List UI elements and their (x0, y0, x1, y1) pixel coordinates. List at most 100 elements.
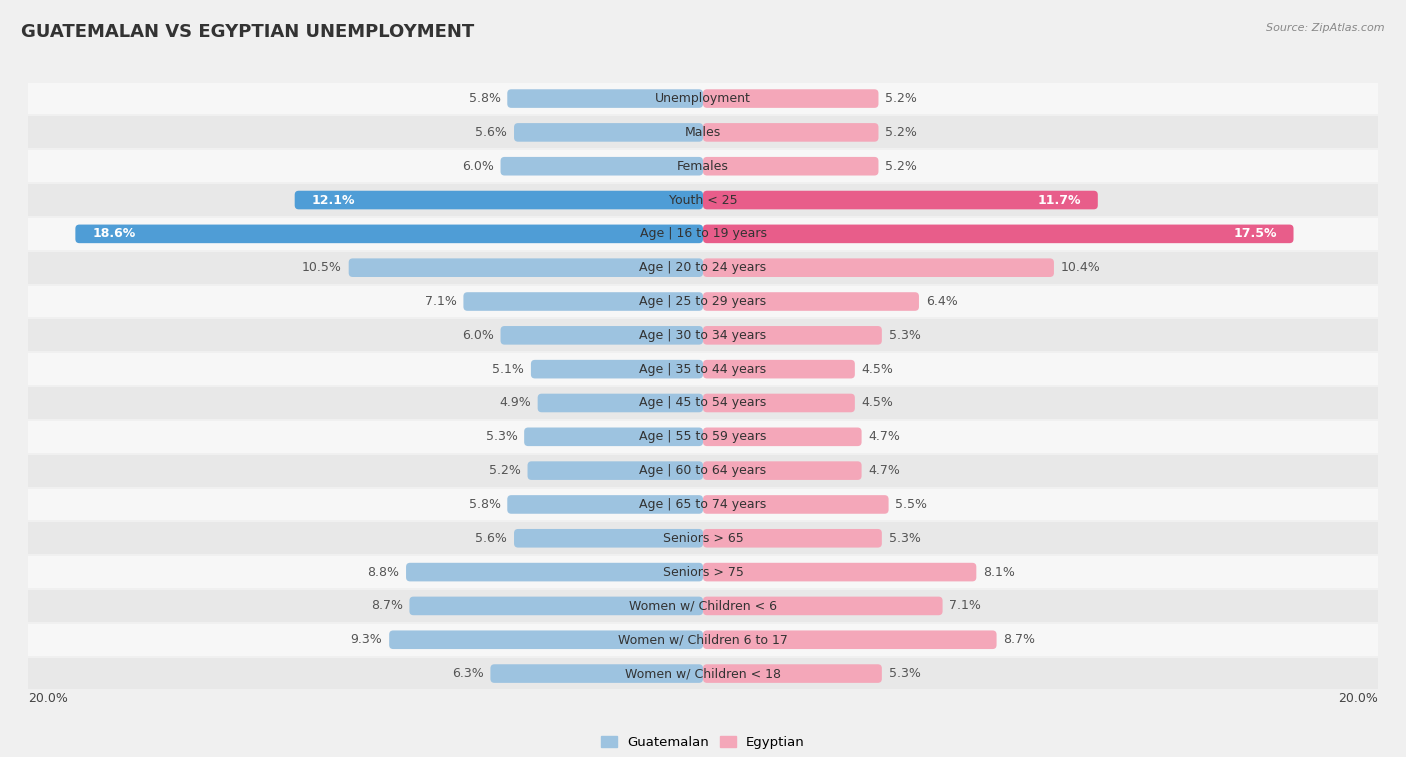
Text: 8.7%: 8.7% (1004, 634, 1035, 646)
Bar (28, 658, 1378, 690)
FancyBboxPatch shape (703, 631, 997, 649)
FancyBboxPatch shape (703, 394, 855, 413)
Text: 5.8%: 5.8% (468, 498, 501, 511)
FancyBboxPatch shape (703, 529, 882, 547)
Bar (28, 285, 1378, 317)
Text: 4.7%: 4.7% (869, 430, 900, 444)
Text: 5.2%: 5.2% (886, 92, 917, 105)
FancyBboxPatch shape (703, 562, 976, 581)
Text: Age | 30 to 34 years: Age | 30 to 34 years (640, 329, 766, 342)
Bar (28, 455, 1378, 487)
FancyBboxPatch shape (515, 529, 703, 547)
FancyBboxPatch shape (703, 89, 879, 107)
Text: 4.5%: 4.5% (862, 397, 893, 410)
Bar (28, 590, 1378, 621)
Text: 8.1%: 8.1% (983, 565, 1015, 578)
Text: Age | 20 to 24 years: Age | 20 to 24 years (640, 261, 766, 274)
Bar (28, 319, 1378, 351)
Bar (28, 488, 1378, 520)
FancyBboxPatch shape (703, 225, 1294, 243)
Text: 5.3%: 5.3% (889, 667, 921, 680)
FancyBboxPatch shape (389, 631, 703, 649)
Bar (28, 151, 1378, 182)
Text: Seniors > 75: Seniors > 75 (662, 565, 744, 578)
Text: Women w/ Children 6 to 17: Women w/ Children 6 to 17 (619, 634, 787, 646)
FancyBboxPatch shape (464, 292, 703, 311)
Text: GUATEMALAN VS EGYPTIAN UNEMPLOYMENT: GUATEMALAN VS EGYPTIAN UNEMPLOYMENT (21, 23, 474, 41)
Bar (28, 556, 1378, 588)
Bar (28, 218, 1378, 250)
Text: 10.5%: 10.5% (302, 261, 342, 274)
Text: 5.2%: 5.2% (886, 126, 917, 139)
FancyBboxPatch shape (703, 292, 920, 311)
Text: Females: Females (678, 160, 728, 173)
Bar (28, 624, 1378, 656)
FancyBboxPatch shape (508, 89, 703, 107)
Text: 6.0%: 6.0% (463, 160, 494, 173)
FancyBboxPatch shape (501, 157, 703, 176)
Text: 5.5%: 5.5% (896, 498, 928, 511)
FancyBboxPatch shape (527, 461, 703, 480)
FancyBboxPatch shape (703, 360, 855, 378)
Text: Age | 35 to 44 years: Age | 35 to 44 years (640, 363, 766, 375)
FancyBboxPatch shape (703, 597, 942, 615)
Bar (28, 83, 1378, 114)
Legend: Guatemalan, Egyptian: Guatemalan, Egyptian (596, 731, 810, 755)
Text: 5.3%: 5.3% (889, 329, 921, 342)
FancyBboxPatch shape (531, 360, 703, 378)
Bar (28, 354, 1378, 385)
Text: 5.3%: 5.3% (889, 531, 921, 545)
Text: 8.8%: 8.8% (367, 565, 399, 578)
FancyBboxPatch shape (508, 495, 703, 514)
Bar (28, 387, 1378, 419)
Text: 6.0%: 6.0% (463, 329, 494, 342)
Text: Age | 55 to 59 years: Age | 55 to 59 years (640, 430, 766, 444)
Text: 5.2%: 5.2% (886, 160, 917, 173)
FancyBboxPatch shape (349, 258, 703, 277)
FancyBboxPatch shape (409, 597, 703, 615)
FancyBboxPatch shape (703, 461, 862, 480)
Bar (28, 252, 1378, 284)
Text: 12.1%: 12.1% (312, 194, 356, 207)
Text: Age | 25 to 29 years: Age | 25 to 29 years (640, 295, 766, 308)
FancyBboxPatch shape (703, 157, 879, 176)
Bar (28, 117, 1378, 148)
Bar (28, 184, 1378, 216)
FancyBboxPatch shape (703, 665, 882, 683)
Text: Age | 60 to 64 years: Age | 60 to 64 years (640, 464, 766, 477)
Text: 18.6%: 18.6% (93, 227, 135, 241)
Text: Seniors > 65: Seniors > 65 (662, 531, 744, 545)
FancyBboxPatch shape (703, 123, 879, 142)
Bar (28, 522, 1378, 554)
Text: Source: ZipAtlas.com: Source: ZipAtlas.com (1267, 23, 1385, 33)
Text: 4.7%: 4.7% (869, 464, 900, 477)
Text: 5.3%: 5.3% (485, 430, 517, 444)
FancyBboxPatch shape (501, 326, 703, 344)
Bar (28, 421, 1378, 453)
Text: 4.5%: 4.5% (862, 363, 893, 375)
Text: Age | 16 to 19 years: Age | 16 to 19 years (640, 227, 766, 241)
Text: Unemployment: Unemployment (655, 92, 751, 105)
Text: 17.5%: 17.5% (1233, 227, 1277, 241)
Text: 9.3%: 9.3% (350, 634, 382, 646)
FancyBboxPatch shape (406, 562, 703, 581)
Text: 8.7%: 8.7% (371, 600, 402, 612)
Text: Youth < 25: Youth < 25 (669, 194, 737, 207)
Text: Women w/ Children < 18: Women w/ Children < 18 (626, 667, 780, 680)
FancyBboxPatch shape (295, 191, 703, 210)
Text: 5.1%: 5.1% (492, 363, 524, 375)
Text: Women w/ Children < 6: Women w/ Children < 6 (628, 600, 778, 612)
Text: Age | 65 to 74 years: Age | 65 to 74 years (640, 498, 766, 511)
Text: Males: Males (685, 126, 721, 139)
Text: 5.6%: 5.6% (475, 126, 508, 139)
FancyBboxPatch shape (515, 123, 703, 142)
Text: 7.1%: 7.1% (425, 295, 457, 308)
FancyBboxPatch shape (524, 428, 703, 446)
FancyBboxPatch shape (76, 225, 703, 243)
FancyBboxPatch shape (703, 428, 862, 446)
FancyBboxPatch shape (703, 326, 882, 344)
Text: 6.4%: 6.4% (925, 295, 957, 308)
Text: 6.3%: 6.3% (451, 667, 484, 680)
Text: 20.0%: 20.0% (1339, 693, 1378, 706)
Text: 20.0%: 20.0% (28, 693, 67, 706)
